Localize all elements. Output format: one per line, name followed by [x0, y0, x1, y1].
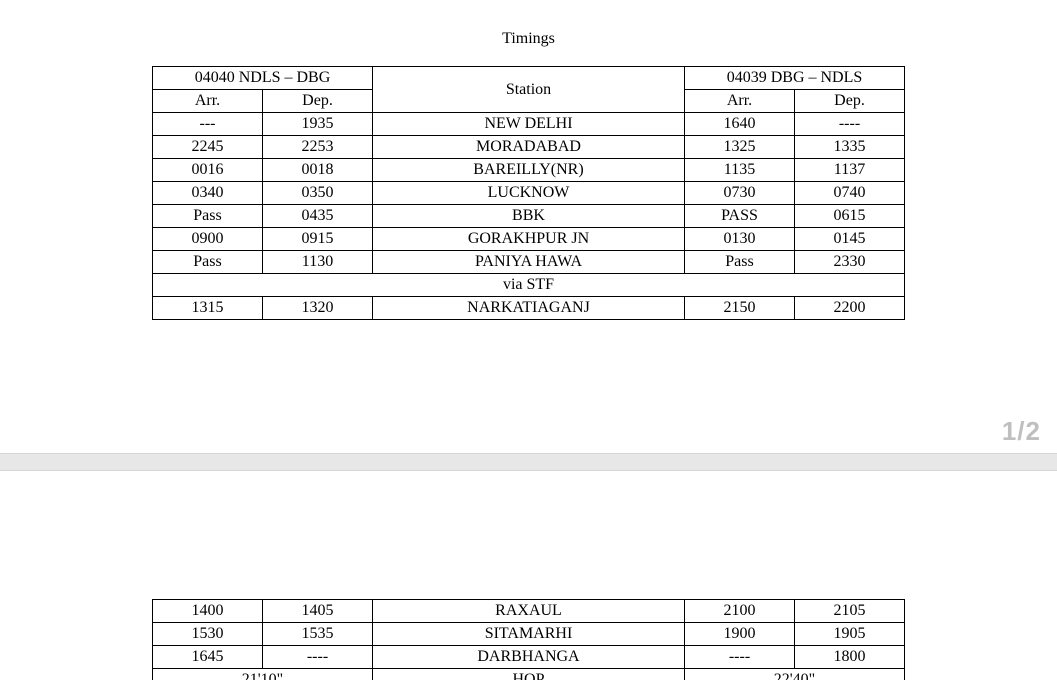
l-arr-cell: Pass [153, 251, 263, 274]
page-2: 14001405RAXAUL2100210515301535SITAMARHI1… [0, 471, 1057, 680]
l-dep-cell: 0915 [263, 228, 373, 251]
l-arr-cell: 2245 [153, 136, 263, 159]
via-cell: via STF [153, 274, 905, 297]
r-arr-cell: 1900 [685, 623, 795, 646]
page-1: Timings 04040 NDLS – DBG Station 04039 D… [0, 0, 1057, 453]
table-row: 13151320NARKATIAGANJ21502200 [153, 297, 905, 320]
station-cell: NARKATIAGANJ [373, 297, 685, 320]
l-arr-cell: 0900 [153, 228, 263, 251]
right-train-header: 04039 DBG – NDLS [685, 67, 905, 90]
station-header: Station [373, 67, 685, 113]
l-arr-cell: Pass [153, 205, 263, 228]
r-dep-cell: 2105 [795, 600, 905, 623]
page-indicator: 1/2 [1002, 416, 1041, 447]
l-dep-cell: ---- [263, 646, 373, 669]
r-dep-cell: 2200 [795, 297, 905, 320]
r-dep-cell: 1335 [795, 136, 905, 159]
partial-row: 21'10" HOP 22'40" [153, 669, 905, 680]
station-cell: SITAMARHI [373, 623, 685, 646]
table-row: 1645----DARBHANGA----1800 [153, 646, 905, 669]
table-row: Pass0435BBKPASS0615 [153, 205, 905, 228]
r-arr-cell: 0730 [685, 182, 795, 205]
partial-left: 21'10" [153, 669, 373, 680]
table-row: 03400350LUCKNOW07300740 [153, 182, 905, 205]
left-train-header: 04040 NDLS – DBG [153, 67, 373, 90]
r-dep-cell: 1137 [795, 159, 905, 182]
station-cell: GORAKHPUR JN [373, 228, 685, 251]
table-row: 14001405RAXAUL21002105 [153, 600, 905, 623]
l-arr-cell: 1645 [153, 646, 263, 669]
left-arr-header: Arr. [153, 90, 263, 113]
l-dep-cell: 2253 [263, 136, 373, 159]
l-arr-cell: --- [153, 113, 263, 136]
l-arr-cell: 1530 [153, 623, 263, 646]
table-row: 09000915GORAKHPUR JN01300145 [153, 228, 905, 251]
station-cell: LUCKNOW [373, 182, 685, 205]
r-arr-cell: 2150 [685, 297, 795, 320]
partial-right: 22'40" [685, 669, 905, 680]
table-row: 15301535SITAMARHI19001905 [153, 623, 905, 646]
station-cell: BBK [373, 205, 685, 228]
r-dep-cell: ---- [795, 113, 905, 136]
via-row: via STF [153, 274, 905, 297]
page-gap [0, 453, 1057, 471]
l-dep-cell: 1320 [263, 297, 373, 320]
document-viewport: Timings 04040 NDLS – DBG Station 04039 D… [0, 0, 1057, 680]
r-dep-cell: 0615 [795, 205, 905, 228]
table-row: 22452253MORADABAD13251335 [153, 136, 905, 159]
r-dep-cell: 1905 [795, 623, 905, 646]
r-dep-cell: 2330 [795, 251, 905, 274]
r-arr-cell: 0130 [685, 228, 795, 251]
r-arr-cell: ---- [685, 646, 795, 669]
l-arr-cell: 0340 [153, 182, 263, 205]
l-arr-cell: 1400 [153, 600, 263, 623]
right-dep-header: Dep. [795, 90, 905, 113]
l-dep-cell: 1535 [263, 623, 373, 646]
timings-table-page2: 14001405RAXAUL2100210515301535SITAMARHI1… [152, 599, 905, 680]
l-dep-cell: 1130 [263, 251, 373, 274]
header-row-1: 04040 NDLS – DBG Station 04039 DBG – NDL… [153, 67, 905, 90]
l-dep-cell: 0435 [263, 205, 373, 228]
r-dep-cell: 1800 [795, 646, 905, 669]
station-cell: PANIYA HAWA [373, 251, 685, 274]
station-cell: RAXAUL [373, 600, 685, 623]
left-dep-header: Dep. [263, 90, 373, 113]
table-title: Timings [0, 0, 1057, 66]
l-arr-cell: 1315 [153, 297, 263, 320]
r-arr-cell: Pass [685, 251, 795, 274]
r-arr-cell: 2100 [685, 600, 795, 623]
table-row: 00160018BAREILLY(NR)11351137 [153, 159, 905, 182]
station-cell: NEW DELHI [373, 113, 685, 136]
right-arr-header: Arr. [685, 90, 795, 113]
l-dep-cell: 1405 [263, 600, 373, 623]
partial-station: HOP [373, 669, 685, 680]
r-dep-cell: 0740 [795, 182, 905, 205]
l-dep-cell: 0350 [263, 182, 373, 205]
timings-table-page1: 04040 NDLS – DBG Station 04039 DBG – NDL… [152, 66, 905, 320]
station-cell: DARBHANGA [373, 646, 685, 669]
r-dep-cell: 0145 [795, 228, 905, 251]
l-dep-cell: 1935 [263, 113, 373, 136]
r-arr-cell: 1135 [685, 159, 795, 182]
table-row: ---1935NEW DELHI1640---- [153, 113, 905, 136]
station-cell: BAREILLY(NR) [373, 159, 685, 182]
r-arr-cell: 1325 [685, 136, 795, 159]
r-arr-cell: 1640 [685, 113, 795, 136]
station-cell: MORADABAD [373, 136, 685, 159]
l-arr-cell: 0016 [153, 159, 263, 182]
l-dep-cell: 0018 [263, 159, 373, 182]
table-row: Pass1130PANIYA HAWAPass2330 [153, 251, 905, 274]
r-arr-cell: PASS [685, 205, 795, 228]
